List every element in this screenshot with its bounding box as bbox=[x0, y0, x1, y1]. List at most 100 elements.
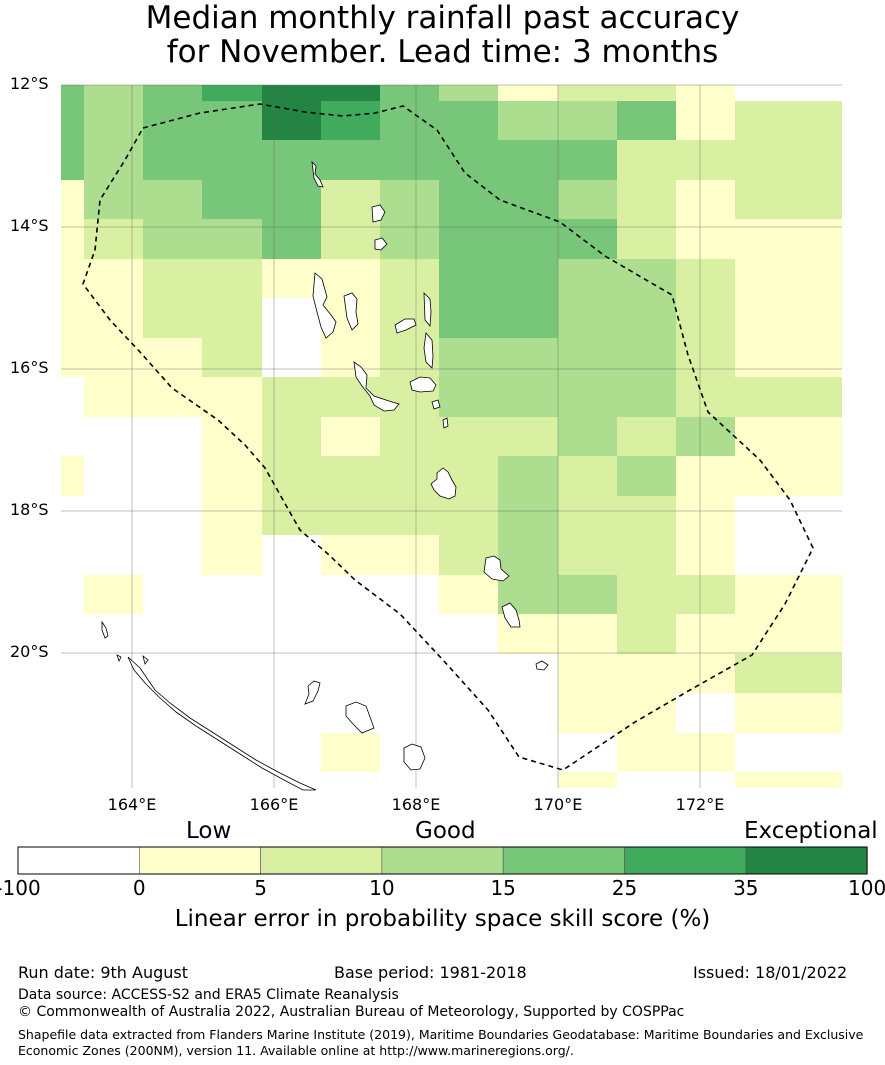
island-efate bbox=[430, 467, 457, 500]
base-period: Base period: 1981-2018 bbox=[334, 963, 527, 982]
grid-cell bbox=[321, 101, 380, 140]
lat-label-18s: 18°S bbox=[10, 500, 49, 519]
grid-cell bbox=[617, 85, 676, 101]
grid-cell bbox=[498, 180, 558, 219]
colorbar-category-good: Good bbox=[415, 818, 476, 844]
island-ambae bbox=[394, 318, 417, 334]
island-islet-2 bbox=[142, 654, 149, 665]
grid-cell bbox=[558, 535, 617, 575]
grid-cell bbox=[202, 101, 262, 140]
grid-cell bbox=[439, 180, 498, 219]
grid-cell bbox=[380, 140, 439, 180]
grid-cell bbox=[439, 417, 498, 456]
grid-cell bbox=[380, 417, 439, 456]
colorbar-category-exceptional: Exceptional bbox=[744, 818, 878, 844]
grid-cell bbox=[84, 219, 143, 259]
grid-cell bbox=[143, 219, 202, 259]
grid-cell bbox=[676, 85, 735, 101]
grid-cell bbox=[735, 417, 842, 456]
island-malakula bbox=[353, 361, 400, 412]
grid-cell bbox=[84, 575, 143, 614]
grid-cell bbox=[735, 259, 842, 298]
grid-cell bbox=[558, 85, 617, 101]
grid-cell bbox=[558, 417, 617, 456]
grid-cell bbox=[380, 535, 439, 575]
lon-label-172e: 172°E bbox=[675, 795, 725, 814]
colorbar-segment bbox=[745, 846, 868, 875]
grid-cell bbox=[84, 85, 143, 101]
grid-cell bbox=[617, 101, 676, 140]
grid-cell bbox=[143, 377, 202, 417]
grid-cell bbox=[262, 140, 321, 180]
grid-cell bbox=[202, 377, 262, 417]
grid-cell bbox=[380, 496, 439, 535]
grid-cell bbox=[61, 101, 84, 140]
colorbar-tick-label: 5 bbox=[254, 876, 267, 900]
grid-cell bbox=[676, 180, 735, 219]
grid-cell bbox=[558, 575, 617, 614]
grid-cell bbox=[676, 614, 735, 654]
grid-cell bbox=[676, 456, 735, 496]
grid-cell bbox=[84, 101, 143, 140]
grid-cell bbox=[676, 417, 735, 456]
island-aneityum bbox=[535, 660, 549, 671]
lon-label-170e: 170°E bbox=[533, 795, 583, 814]
island-belep bbox=[101, 620, 109, 639]
grid-cell bbox=[202, 456, 262, 496]
grid-cell bbox=[262, 456, 321, 496]
grid-cell bbox=[735, 456, 842, 496]
grid-cell bbox=[143, 85, 202, 101]
grid-cell bbox=[617, 456, 676, 496]
colorbar-title: Linear error in probability space skill … bbox=[174, 906, 711, 932]
grid-cell bbox=[84, 377, 143, 417]
grid-cell bbox=[676, 377, 735, 417]
lat-label-14s: 14°S bbox=[10, 216, 49, 235]
grid-cell bbox=[498, 535, 558, 575]
grid-cell bbox=[676, 654, 735, 693]
grid-cell bbox=[676, 298, 735, 338]
grid-cell bbox=[498, 101, 558, 140]
colorbar-tick-label: -100 bbox=[0, 876, 41, 900]
island-maewo bbox=[423, 291, 432, 328]
grid-cell bbox=[380, 456, 439, 496]
grid-cell bbox=[498, 140, 558, 180]
island-espiritu-santo bbox=[312, 272, 337, 339]
grid-cell bbox=[380, 219, 439, 259]
grid-cell bbox=[735, 180, 842, 219]
shapefile-credit-line-2: Economic Zones (200NM), version 11. Avai… bbox=[18, 1043, 574, 1058]
grid-cell bbox=[262, 219, 321, 259]
grid-cell bbox=[202, 417, 262, 456]
grid-cell bbox=[498, 259, 558, 298]
run-date: Run date: 9th August bbox=[18, 963, 188, 982]
grid-cell bbox=[380, 101, 439, 140]
grid-cell bbox=[617, 259, 676, 298]
grid-cell bbox=[321, 338, 380, 377]
grid-cell bbox=[558, 496, 617, 535]
grid-cell bbox=[321, 259, 380, 298]
colorbar-tick-label: 100 bbox=[848, 876, 885, 900]
grid-cell bbox=[617, 180, 676, 219]
grid-cell bbox=[84, 180, 143, 219]
grid-cell bbox=[61, 140, 84, 180]
island-torres bbox=[311, 160, 324, 188]
grid-cell bbox=[61, 219, 84, 259]
colorbar-category-low: Low bbox=[186, 818, 232, 844]
grid-cell bbox=[498, 456, 558, 496]
graticule bbox=[61, 84, 842, 788]
grid-cell bbox=[558, 219, 617, 259]
island-shepherd bbox=[442, 417, 449, 429]
grid-cell bbox=[61, 298, 84, 338]
grid-cell bbox=[735, 338, 842, 377]
grid-cell bbox=[558, 654, 617, 693]
data-source: Data source: ACCESS-S2 and ERA5 Climate … bbox=[18, 987, 399, 1003]
grid-cell bbox=[321, 180, 380, 219]
grid-cell bbox=[558, 298, 617, 338]
grid-cell bbox=[202, 259, 262, 298]
grid-cell bbox=[262, 259, 321, 298]
grid-cell bbox=[558, 377, 617, 417]
grid-cell bbox=[617, 377, 676, 417]
colorbar-tick-label: 10 bbox=[369, 876, 395, 900]
grid-cell bbox=[735, 575, 842, 614]
grid-cell bbox=[676, 575, 735, 614]
